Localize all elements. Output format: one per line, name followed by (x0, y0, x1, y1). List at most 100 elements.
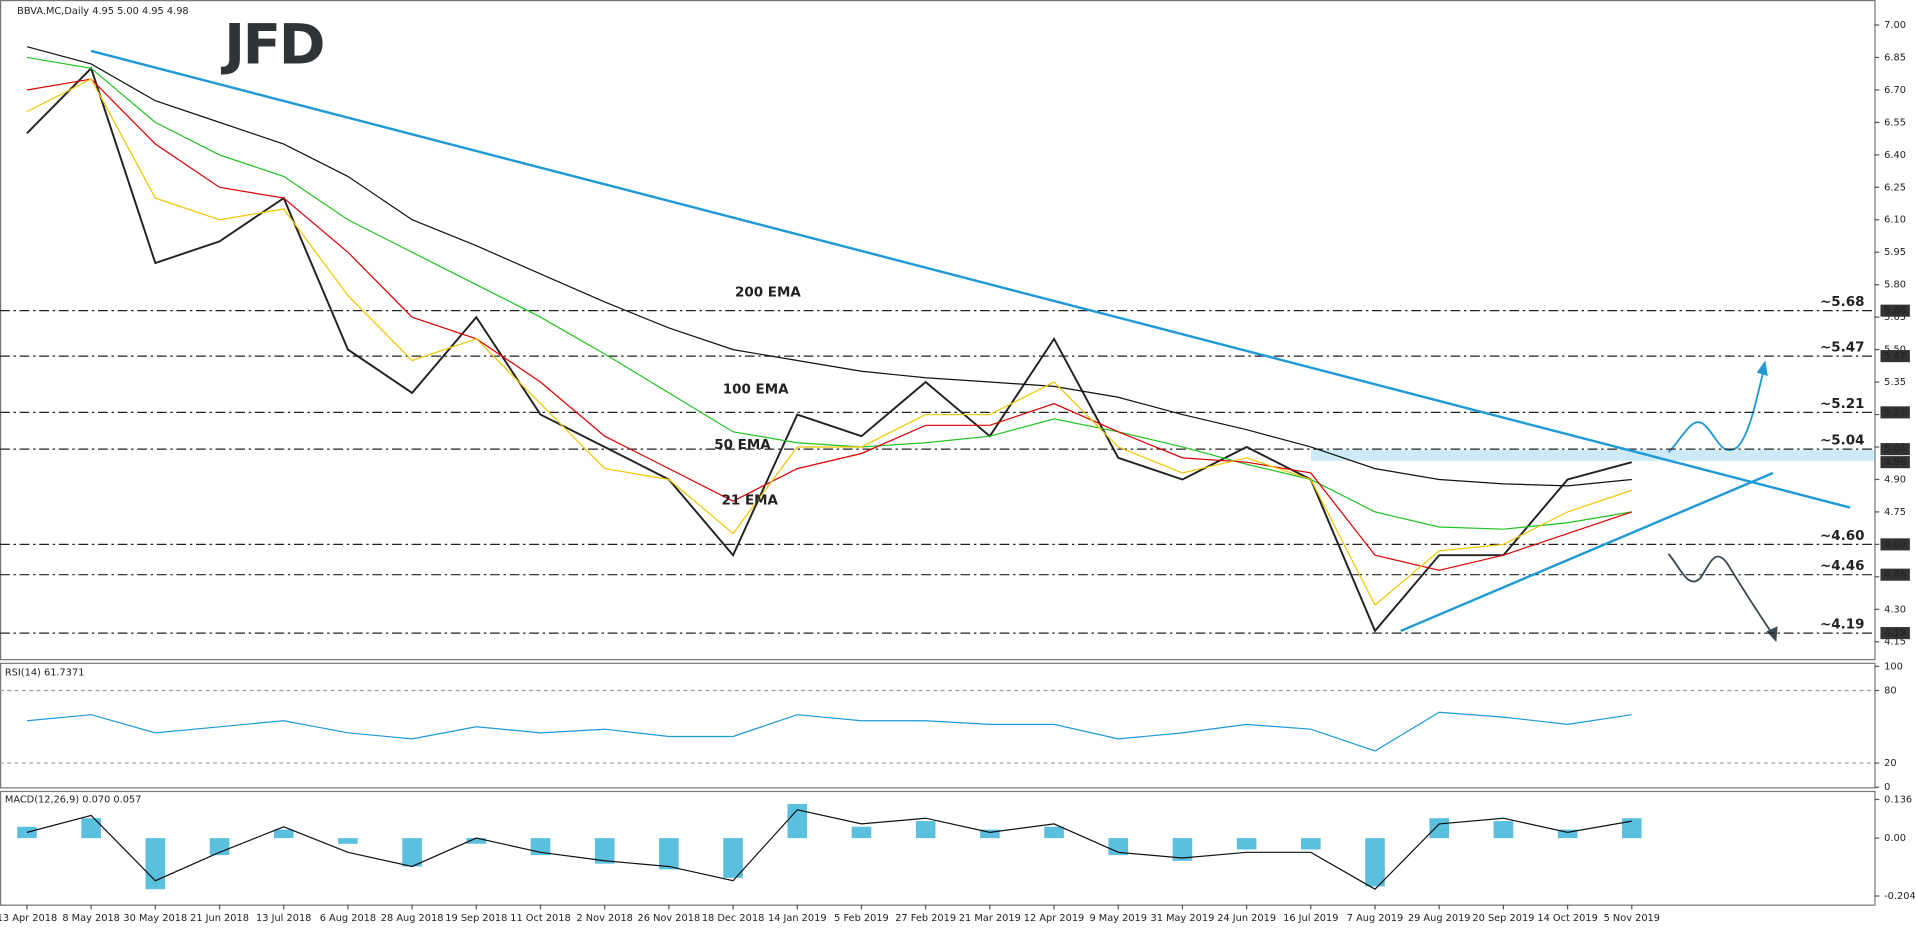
x-tick-label: 19 Sep 2018 (445, 913, 507, 924)
ema-label: 50 EMA (714, 438, 771, 453)
y-tick-label: 7.00 (1884, 20, 1906, 31)
y-tick-label: 0.00 (1884, 833, 1906, 844)
macd-bar (17, 826, 37, 839)
y-tick-label: 4.75 (1884, 507, 1906, 518)
y-tick-label: 5.65 (1884, 312, 1906, 323)
x-tick-label: 21 Mar 2019 (959, 913, 1021, 924)
ema-label: 21 EMA (722, 494, 779, 509)
level-price-label: 5.04 (1884, 444, 1906, 455)
level-price-label: 5.68 (1884, 306, 1906, 317)
x-tick-label: 16 Jul 2019 (1283, 913, 1338, 924)
macd-bar (1365, 838, 1385, 887)
y-tick-label: 4.90 (1884, 474, 1906, 485)
x-tick-label: 12 Apr 2019 (1024, 913, 1084, 924)
rsi-title: RSI(14) 61.7371 (5, 667, 85, 678)
y-tick-label: 0 (1884, 782, 1890, 793)
x-tick-label: 5 Feb 2019 (834, 913, 889, 924)
level-price-box (1880, 443, 1910, 456)
price-panel (0, 0, 1876, 661)
y-tick-label: 6.70 (1884, 85, 1906, 96)
level-label: ~4.60 (1820, 529, 1865, 544)
x-tick-label: 13 Apr 2018 (0, 913, 57, 924)
x-tick-label: 27 Feb 2019 (895, 913, 956, 924)
bull-arrow (1667, 367, 1765, 453)
macd-bar (466, 838, 487, 844)
macd-bar (594, 838, 615, 864)
y-tick-label: 4.30 (1884, 604, 1906, 615)
macd-bar (1236, 838, 1257, 850)
series-line (26, 78, 1632, 606)
level-price-label: 5.21 (1884, 407, 1906, 418)
x-tick-label: 21 Jun 2018 (190, 913, 249, 924)
x-tick-label: 18 Dec 2018 (702, 913, 764, 924)
x-tick-label: 26 Nov 2018 (638, 913, 701, 924)
x-tick-label: 29 Aug 2019 (1408, 913, 1471, 924)
macd-panel (0, 790, 1876, 906)
macd-bar (980, 829, 1000, 839)
level-price-box (1880, 350, 1910, 363)
level-price-box (1880, 568, 1910, 581)
last-price-box (1880, 456, 1910, 469)
x-tick-label: 2 Nov 2018 (576, 913, 632, 924)
bull-arrow-head (1756, 360, 1768, 377)
level-price-label: 4.46 (1884, 570, 1906, 581)
macd-bar (273, 829, 294, 839)
x-tick-label: 7 Aug 2019 (1347, 913, 1403, 924)
macd-bar (659, 838, 679, 870)
level-label: ~4.46 (1820, 559, 1865, 574)
x-tick-label: 9 May 2019 (1089, 913, 1147, 924)
price-title: BBVA.MC,Daily 4.95 5.00 4.95 4.98 (17, 6, 189, 17)
trendline (90, 49, 1851, 509)
level-label: ~4.19 (1820, 618, 1865, 633)
macd-bar (145, 838, 166, 890)
logo: JFD (220, 13, 323, 78)
series-line (26, 78, 1632, 571)
x-tick-label: 30 May 2018 (123, 913, 187, 924)
x-tick-label: 11 Oct 2018 (510, 913, 570, 924)
x-tick-label: 28 Aug 2018 (381, 913, 444, 924)
macd-bar (1557, 829, 1578, 839)
y-tick-label: 5.35 (1884, 377, 1906, 388)
series-line (26, 46, 1632, 487)
level-label: ~5.04 (1820, 434, 1865, 449)
macd-bar (1621, 818, 1642, 839)
series-line (26, 711, 1632, 752)
y-tick-label: 6.55 (1884, 117, 1906, 128)
macd-bar (851, 826, 872, 839)
macd-bar (1493, 821, 1514, 839)
y-tick-label: 6.25 (1884, 182, 1906, 193)
macd-title: MACD(12,26,9) 0.070 0.057 (5, 794, 142, 805)
y-tick-label: 0.136 (1884, 795, 1912, 806)
macd-bar (1429, 818, 1450, 839)
level-price-box (1880, 304, 1910, 317)
trendline (1400, 471, 1774, 633)
x-tick-label: 31 May 2019 (1151, 913, 1215, 924)
macd-bar (723, 838, 743, 878)
level-label: ~5.68 (1820, 295, 1865, 310)
y-tick-label: 5.80 (1884, 280, 1906, 291)
x-tick-label: 6 Aug 2018 (320, 913, 376, 924)
macd-bar (81, 818, 101, 839)
x-tick-label: 8 May 2018 (62, 913, 120, 924)
macd-bar (402, 838, 422, 867)
level-price-label: 5.47 (1884, 351, 1906, 362)
x-tick-label: 14 Jan 2019 (768, 913, 827, 924)
resistance-zone (1310, 449, 1875, 461)
y-tick-label: 5.95 (1884, 247, 1906, 258)
level-price-box (1880, 406, 1910, 419)
macd-bar (787, 804, 808, 839)
x-tick-label: 5 Nov 2019 (1604, 913, 1660, 924)
x-tick-label: 24 Jun 2019 (1217, 913, 1276, 924)
bear-arrow-head (1766, 626, 1778, 643)
macd-bar (1044, 826, 1064, 839)
level-price-box (1880, 538, 1910, 551)
level-label: ~5.21 (1820, 397, 1865, 412)
macd-bar (1301, 838, 1321, 850)
macd-bar (338, 838, 358, 844)
x-tick-label: 14 Oct 2019 (1537, 913, 1597, 924)
y-tick-label: 6.40 (1884, 150, 1906, 161)
y-tick-label: 100 (1884, 661, 1903, 672)
